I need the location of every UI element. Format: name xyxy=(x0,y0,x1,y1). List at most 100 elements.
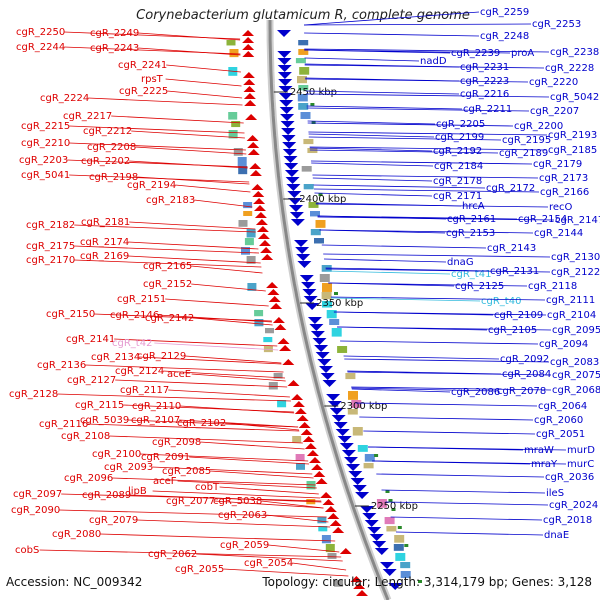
gene-label[interactable]: cgR_5039 xyxy=(80,415,129,426)
gene-label[interactable]: cgR_2200 xyxy=(514,121,563,132)
gene-label[interactable]: cgR_2092 xyxy=(500,354,549,365)
gene-label[interactable]: cgR_2175 xyxy=(26,241,75,252)
gene-label[interactable]: cgR_2182 xyxy=(26,220,75,231)
gene-label[interactable]: cgR_2215 xyxy=(21,121,70,132)
gene-label[interactable]: cgR_2063 xyxy=(218,510,267,521)
gene-label[interactable]: cgR_2143 xyxy=(487,243,536,254)
gene-label[interactable]: cgR_2086 xyxy=(451,387,500,398)
gene-label[interactable]: cgR_2062 xyxy=(148,549,197,560)
gene-label[interactable]: rpsT xyxy=(141,74,164,85)
gene-label[interactable]: cgR_2202 xyxy=(81,156,130,167)
gene-label[interactable]: lipB xyxy=(128,486,147,497)
gene-label[interactable]: cgR_2193 xyxy=(548,130,597,141)
gene-label[interactable]: cgR_2161 xyxy=(447,214,496,225)
gene-label[interactable]: cgR_2060 xyxy=(534,415,583,426)
gene-label[interactable]: cgR_2051 xyxy=(536,429,585,440)
gene-label[interactable]: cgR_2124 xyxy=(115,366,164,377)
gene-label[interactable]: proA xyxy=(511,48,534,59)
gene-label[interactable]: cgR_2253 xyxy=(532,19,581,30)
gene-label[interactable]: cgR_2110 xyxy=(132,401,181,412)
gene-label[interactable]: cgR_2055 xyxy=(175,564,224,575)
gene-label[interactable]: cgR_2100 xyxy=(92,449,141,460)
gene-label[interactable]: cobT xyxy=(195,482,220,493)
gene-label[interactable]: cgR_2241 xyxy=(118,60,167,71)
gene-label[interactable]: cgR_2171 xyxy=(433,191,482,202)
gene-label[interactable]: cgR_2208 xyxy=(87,142,136,153)
gene-label[interactable]: cgR_2080 xyxy=(52,529,101,540)
gene-label[interactable]: cgR_2109 xyxy=(494,310,543,321)
gene-label[interactable]: cgR_2153 xyxy=(446,228,495,239)
gene-label[interactable]: murD xyxy=(567,445,595,456)
gene-label[interactable]: cgR_2243 xyxy=(90,43,139,54)
gene-label[interactable]: cgR_2179 xyxy=(533,159,582,170)
gene-label[interactable]: cgR_2249 xyxy=(90,28,139,39)
gene-label[interactable]: cgR_2111 xyxy=(546,295,595,306)
gene-label[interactable]: cgR_2211 xyxy=(463,104,512,115)
gene-label[interactable]: cgR_2174 xyxy=(80,237,129,248)
gene-label[interactable]: cgR_2228 xyxy=(545,63,594,74)
gene-label[interactable]: cgR_2122 xyxy=(551,267,600,278)
gene-label[interactable]: nadD xyxy=(420,56,447,67)
gene-label[interactable]: cgR_2128 xyxy=(9,389,58,400)
gene-label[interactable]: recO xyxy=(549,202,573,213)
gene-label[interactable]: cgR_2107 xyxy=(131,415,180,426)
gene-label[interactable]: cgR_2152 xyxy=(143,279,192,290)
gene-label[interactable]: cobS xyxy=(15,545,39,556)
gene-label[interactable]: cgR_2178 xyxy=(433,176,482,187)
gene-label[interactable]: mraY xyxy=(531,459,558,470)
gene-label[interactable]: cgR_2102 xyxy=(177,418,226,429)
gene-label[interactable]: cgR_2095 xyxy=(552,325,600,336)
gene-label[interactable]: cgR_2097 xyxy=(13,489,62,500)
gene-label[interactable]: cgR_2118 xyxy=(528,281,577,292)
gene-label[interactable]: cgR_2146 xyxy=(110,310,159,321)
gene-label[interactable]: cgR_2136 xyxy=(37,360,86,371)
gene-label[interactable]: aceE xyxy=(167,369,191,380)
gene-label[interactable]: cgR_2085 xyxy=(162,466,211,477)
gene-label[interactable]: ileS xyxy=(546,488,564,499)
gene-label[interactable]: cgR_2192 xyxy=(433,146,482,157)
gene-label[interactable]: cgR_2093 xyxy=(104,462,153,473)
gene-label[interactable]: cgR_2141 xyxy=(66,334,115,345)
gene-label[interactable]: hrcA xyxy=(462,201,485,212)
gene-label[interactable]: cgR_2199 xyxy=(435,132,484,143)
gene-label[interactable]: dnaG xyxy=(447,257,474,268)
gene-label[interactable]: cgR_2059 xyxy=(220,540,269,551)
gene-label[interactable]: cgR_2165 xyxy=(143,261,192,272)
gene-label[interactable]: cgR_2117 xyxy=(120,385,169,396)
gene-label[interactable]: cgR_2036 xyxy=(545,472,594,483)
gene-label[interactable]: cgR_2068 xyxy=(552,385,600,396)
gene-label[interactable]: cgR_2181 xyxy=(81,217,130,228)
gene-label[interactable]: cgR_2166 xyxy=(540,187,589,198)
gene-label[interactable]: cgR_2216 xyxy=(460,89,509,100)
gene-label[interactable]: cgR_2198 xyxy=(89,172,138,183)
gene-label[interactable]: cgR_2220 xyxy=(529,77,578,88)
gene-label[interactable]: cgR_2096 xyxy=(64,473,113,484)
gene-label[interactable]: cgR_2129 xyxy=(137,351,186,362)
gene-label[interactable]: cgR_2147 xyxy=(555,215,600,226)
gene-label[interactable]: cgR_2150 xyxy=(46,309,95,320)
gene-label[interactable]: cgR_2077 xyxy=(166,496,215,507)
gene-label[interactable]: cgR_2172 xyxy=(486,183,535,194)
gene-label[interactable]: aceF xyxy=(153,476,177,487)
gene-label[interactable]: cgR_2130 xyxy=(551,252,600,263)
gene-label[interactable]: cgR_2098 xyxy=(152,437,201,448)
gene-label[interactable]: cgR_2207 xyxy=(530,106,579,117)
gene-label[interactable]: cgR_2024 xyxy=(549,500,598,511)
gene-label[interactable]: cgR_2104 xyxy=(547,310,596,321)
gene-label[interactable]: cgR_2244 xyxy=(16,42,65,53)
gene-label[interactable]: cgR_2075 xyxy=(552,370,600,381)
gene-label[interactable]: cgR_2225 xyxy=(119,86,168,97)
gene-label[interactable]: cgR_2203 xyxy=(19,155,68,166)
gene-label[interactable]: cgR_2212 xyxy=(83,126,132,137)
gene-label[interactable]: cgR_2083 xyxy=(550,357,599,368)
gene-label[interactable]: cgR_2238 xyxy=(550,47,599,58)
gene-label[interactable]: cgR_2239 xyxy=(451,48,500,59)
gene-label[interactable]: cgR_t41 xyxy=(451,269,491,280)
gene-label[interactable]: cgR_2217 xyxy=(63,111,112,122)
gene-label[interactable]: dnaE xyxy=(544,530,569,541)
gene-label[interactable]: murC xyxy=(567,459,594,470)
left-gene-labels[interactable]: cgR_2250 cgR_2249 cgR_2244 cgR_2243 cgR_2241… xyxy=(9,27,349,577)
gene-label[interactable]: cgR_2250 xyxy=(16,27,65,38)
gene-label[interactable]: cgR_5042 xyxy=(550,92,599,103)
